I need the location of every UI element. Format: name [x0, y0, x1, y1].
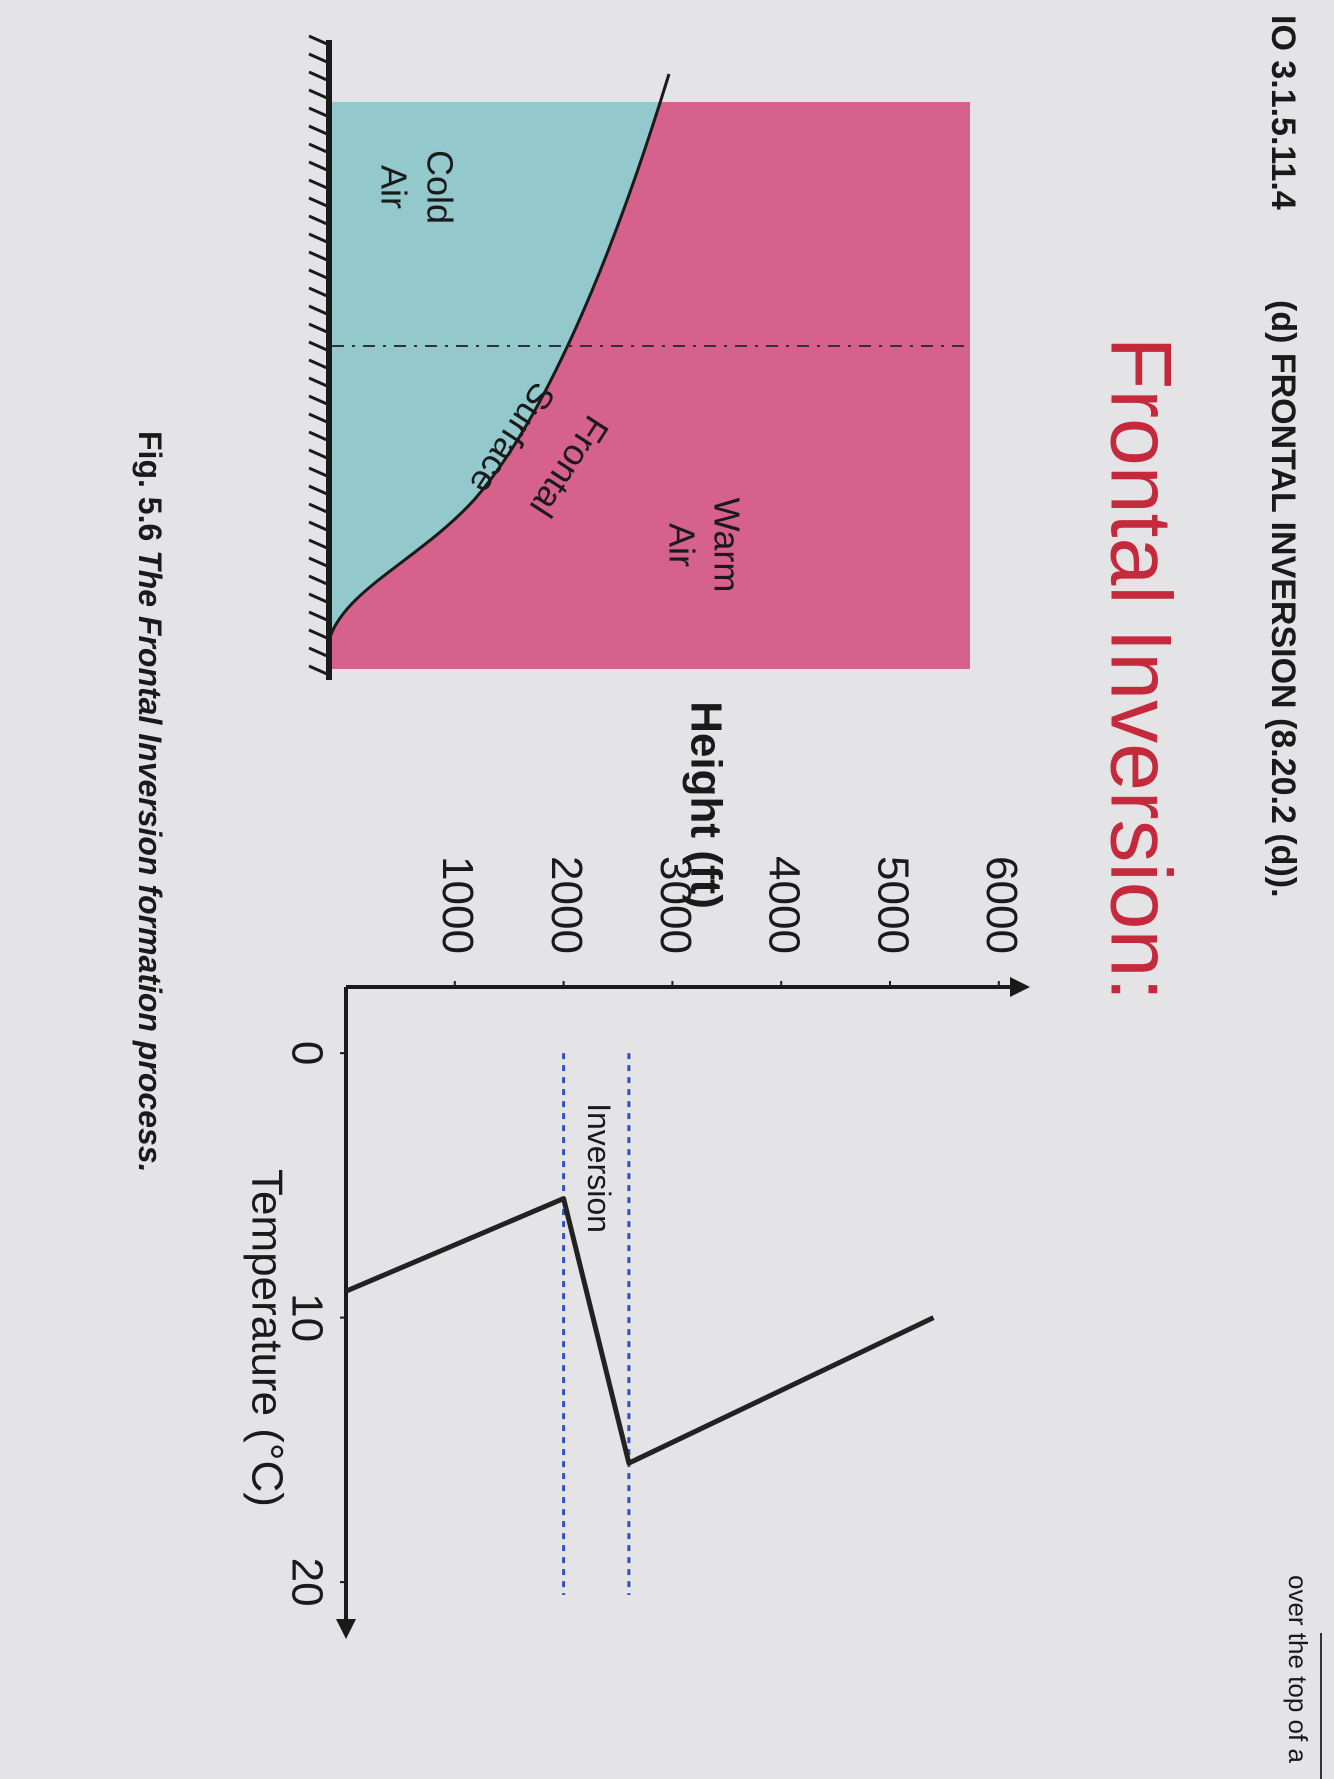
ground-hatch [308, 556, 328, 568]
frontal-surface-line [327, 73, 671, 641]
ground-hatch [308, 466, 328, 478]
page-title: Frontal Inversion: [1092, 337, 1188, 1001]
rotated-page: IO 3.1.5.11.4 (d) FRONTAL INVERSION (8.2… [132, 15, 1322, 1779]
ground-hatch [308, 592, 328, 604]
ground-hatch [308, 430, 328, 442]
y-tick-label: 3000 [651, 856, 700, 954]
ground-hatch [308, 52, 328, 64]
ground-hatch [308, 394, 328, 406]
ground-hatch [308, 664, 328, 676]
ground-hatch [308, 268, 328, 280]
ground-hatch [308, 538, 328, 550]
ground-hatch [308, 484, 328, 496]
ground-hatch [308, 70, 328, 82]
ground-hatch [308, 142, 328, 154]
warm-air-label: Warm [706, 498, 747, 593]
section-heading: (d) FRONTAL INVERSION (8.20.2 (d)). [1264, 300, 1302, 898]
ground-hatch [308, 628, 328, 640]
y-axis-title: Height (ft) [681, 701, 730, 909]
ground-hatch [308, 448, 328, 460]
y-tick-label: 2000 [542, 856, 591, 954]
caption: Fig. 5.6 The Frontal Inversion formation… [132, 431, 168, 1172]
ground-hatch [308, 106, 328, 118]
ground-hatch [308, 520, 328, 532]
section-code: IO 3.1.5.11.4 [1264, 15, 1302, 210]
warm-air-label: Air [661, 523, 702, 567]
ground-hatch [308, 178, 328, 190]
ground-hatch [308, 304, 328, 316]
ground [308, 34, 332, 680]
ground-hatch [308, 610, 328, 622]
ground-hatch [308, 286, 328, 298]
ground-hatch [308, 250, 328, 262]
ground-hatch [308, 232, 328, 244]
ground-hatch [308, 340, 328, 352]
ground-hatch [308, 88, 328, 100]
inversion-label: Inversion [581, 1103, 617, 1233]
ground-hatch [308, 34, 328, 46]
ground-hatch [308, 196, 328, 208]
ground-hatch [308, 160, 328, 172]
ground-hatch [308, 646, 328, 658]
temperature-profile [345, 1196, 935, 1466]
y-tick-label: 5000 [868, 856, 917, 954]
ground-hatch [308, 412, 328, 424]
cold-air-label: Cold [419, 150, 460, 224]
ground-hatch [308, 124, 328, 136]
x-tick-label: 20 [282, 1558, 331, 1607]
ground-hatch [308, 574, 328, 586]
caption-text: The Frontal Inversion formation process. [132, 550, 168, 1172]
ground-hatch [308, 322, 328, 334]
cold-air-label: Air [373, 165, 414, 209]
y-tick-label: 1000 [433, 856, 482, 954]
ground-hatch [308, 502, 328, 514]
x-axis-title: Temperature (°C) [242, 1169, 291, 1507]
x-tick-label: 10 [282, 1293, 331, 1342]
x-tick-label: 0 [282, 1041, 331, 1065]
page-fragment: over the top of a [1283, 1575, 1313, 1763]
cold-air-region [329, 102, 660, 640]
ground-hatch [308, 376, 328, 388]
caption-label: Fig. 5.6 [132, 431, 168, 541]
ground-hatch [308, 358, 328, 370]
y-tick-label: 6000 [977, 856, 1026, 954]
ground-hatch [308, 214, 328, 226]
y-tick-label: 4000 [760, 856, 809, 954]
